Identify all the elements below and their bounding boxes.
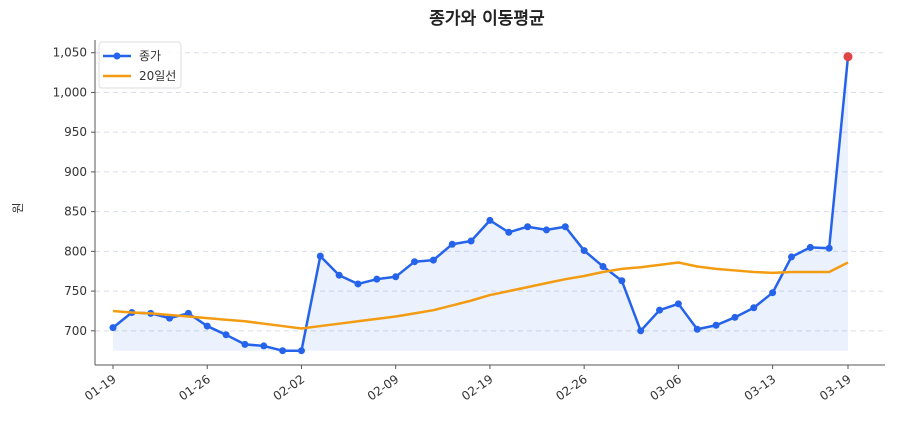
point xyxy=(505,228,513,236)
point xyxy=(769,289,777,297)
point xyxy=(241,340,249,348)
x-tick-label: 01-19 xyxy=(82,372,119,403)
point xyxy=(316,252,324,260)
point xyxy=(599,262,607,270)
point xyxy=(524,223,532,231)
point xyxy=(806,243,814,251)
point xyxy=(109,324,117,332)
point xyxy=(750,304,758,312)
point xyxy=(712,321,720,329)
point xyxy=(637,327,645,335)
point xyxy=(448,240,456,248)
x-tick-label: 02-09 xyxy=(365,372,402,403)
point xyxy=(843,52,853,62)
y-tick-label: 700 xyxy=(64,324,87,338)
point xyxy=(297,347,305,355)
x-tick-label: 03-19 xyxy=(817,372,854,403)
point xyxy=(392,273,400,281)
point xyxy=(486,216,494,224)
x-tick-label: 03-13 xyxy=(742,372,779,403)
point xyxy=(561,223,569,231)
area-fill xyxy=(113,56,848,351)
x-tick-label: 03-06 xyxy=(648,372,685,403)
y-tick-label: 1,000 xyxy=(53,85,87,99)
point xyxy=(656,306,664,314)
point xyxy=(674,300,682,308)
point xyxy=(825,244,833,252)
point xyxy=(411,258,419,266)
series-line xyxy=(112,261,849,330)
point xyxy=(279,347,287,355)
point xyxy=(335,271,343,279)
y-tick-label: 800 xyxy=(64,244,87,258)
x-tick-label: 02-26 xyxy=(553,372,590,403)
point xyxy=(787,253,795,261)
point xyxy=(693,325,701,333)
x-tick-label: 01-26 xyxy=(176,372,213,403)
y-tick-label: 850 xyxy=(64,205,87,219)
legend-marker xyxy=(113,52,121,60)
point xyxy=(373,275,381,283)
y-axis-label: 원 xyxy=(11,202,25,213)
legend-label: 종가 xyxy=(139,49,161,63)
point xyxy=(354,280,362,288)
point xyxy=(184,309,192,317)
y-tick-label: 1,050 xyxy=(53,46,87,60)
series-line xyxy=(112,56,850,352)
chart-title: 종가와 이동평균 xyxy=(429,9,545,29)
x-tick-label: 02-02 xyxy=(271,372,308,403)
y-tick-label: 750 xyxy=(64,284,87,298)
point xyxy=(467,237,475,245)
point xyxy=(618,277,626,285)
point xyxy=(580,247,588,255)
point xyxy=(429,256,437,264)
point xyxy=(542,226,550,234)
point xyxy=(731,313,739,321)
y-tick-label: 900 xyxy=(64,165,87,179)
legend-label: 20일선 xyxy=(139,69,176,83)
x-tick-label: 02-19 xyxy=(459,372,496,403)
point xyxy=(222,331,230,339)
point xyxy=(203,322,211,330)
point xyxy=(166,314,174,322)
y-tick-label: 950 xyxy=(64,125,87,139)
point xyxy=(260,342,268,350)
